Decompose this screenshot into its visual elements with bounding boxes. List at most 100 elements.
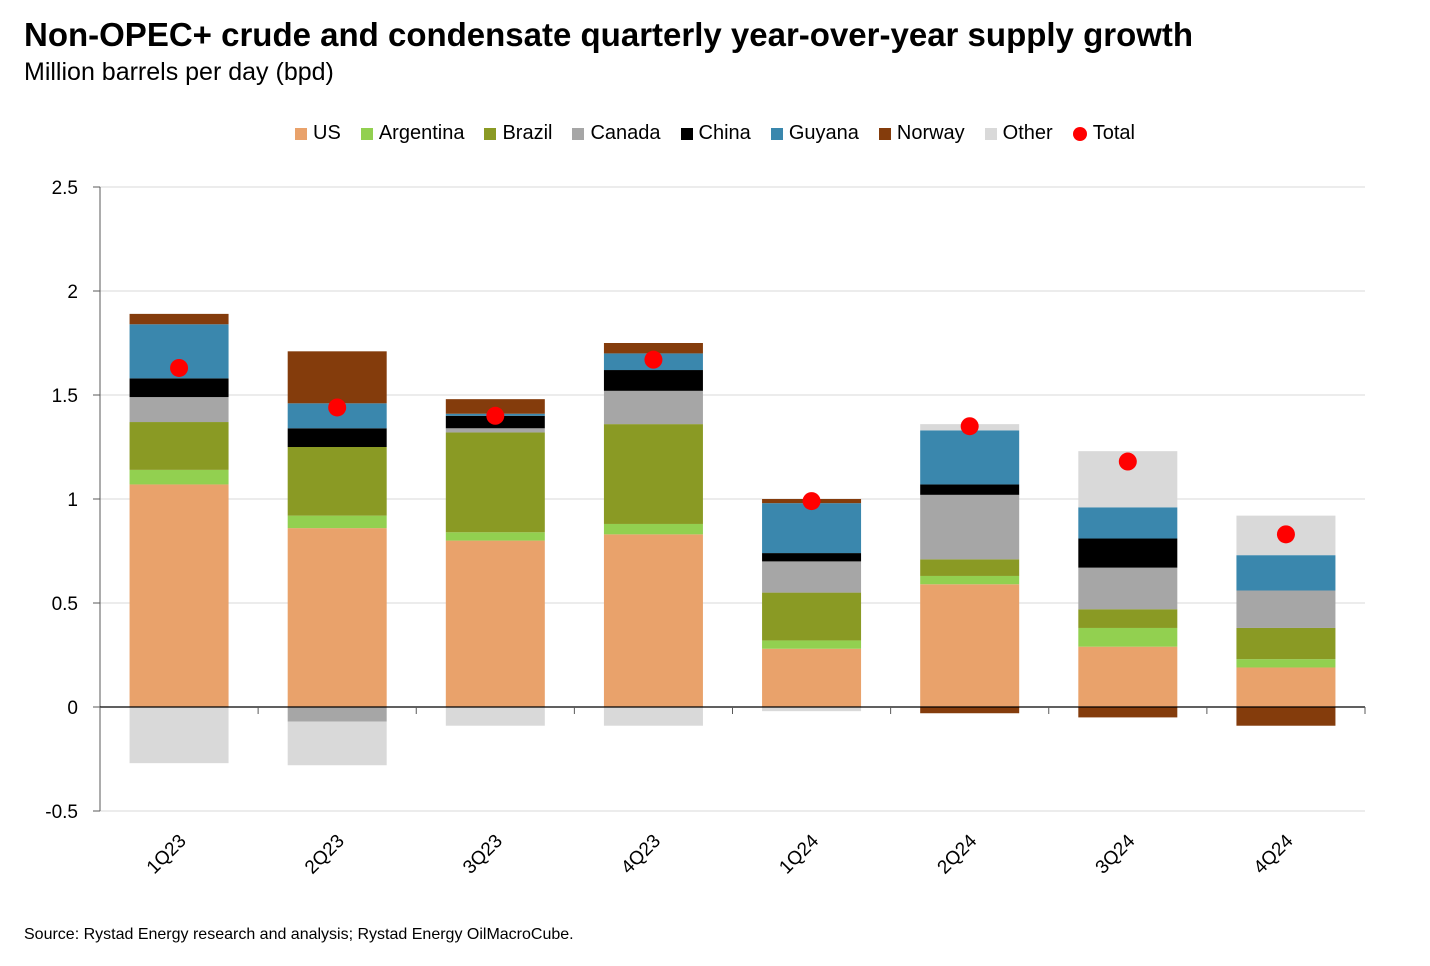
source-note: Source: Rystad Energy research and analy… (24, 926, 574, 943)
bar-canada-4q24 (1236, 590, 1336, 628)
bar-us-4q24 (1236, 667, 1336, 707)
y-tick-label: 1 (67, 490, 78, 511)
legend-swatch (1072, 126, 1087, 141)
legend-label: China (698, 122, 751, 144)
bar-china-3q24 (1078, 538, 1178, 568)
legend-label: Other (1002, 122, 1053, 144)
bar-us-3q23 (445, 540, 545, 707)
total-marker-3q23 (486, 406, 505, 425)
bar-guyana-4q24 (1236, 555, 1336, 591)
total-marker-1q24 (802, 492, 821, 511)
bar-brazil-3q24 (1078, 609, 1178, 628)
bar-canada-3q24 (1078, 567, 1178, 610)
total-marker-4q24 (1276, 525, 1295, 544)
y-tick-label: 0.5 (52, 594, 78, 615)
x-tick-label: 2Q24 (934, 830, 982, 878)
bar-us-2q24 (920, 584, 1020, 707)
y-tick-label: -0.5 (45, 802, 78, 823)
bar-other-1q24 (762, 707, 862, 712)
legend-label: US (313, 122, 341, 144)
bar-us-1q23 (129, 484, 229, 707)
bar-brazil-2q24 (920, 559, 1020, 576)
legend-swatch (295, 127, 308, 140)
legend-label: Canada (590, 122, 661, 144)
legend-swatch (484, 127, 497, 140)
bar-canada-1q24 (762, 561, 862, 593)
legend-item-guyana: Guyana (770, 122, 859, 145)
bar-norway-3q24 (1078, 707, 1178, 718)
bar-china-1q23 (129, 378, 229, 398)
bar-argentina-1q23 (129, 469, 229, 485)
y-tick-label: 2 (67, 282, 78, 303)
x-tick-label: 2Q23 (301, 831, 349, 879)
bar-brazil-1q24 (762, 592, 862, 641)
bar-argentina-2q23 (287, 515, 387, 529)
bar-other-2q23 (287, 721, 387, 766)
bar-us-4q23 (603, 534, 703, 707)
bar-canada-2q24 (920, 494, 1020, 560)
total-marker-3q24 (1118, 452, 1137, 471)
legend-label: Guyana (788, 122, 859, 144)
chart-title: Non-OPEC+ crude and condensate quarterly… (24, 16, 1194, 53)
total-markers (170, 350, 1295, 544)
bar-canada-2q23 (287, 707, 387, 722)
x-tick-label: 1Q23 (143, 831, 191, 879)
legend-item-norway: Norway (878, 122, 965, 145)
legend-label: Norway (896, 122, 965, 144)
bar-canada-4q23 (603, 390, 703, 425)
bar-argentina-1q24 (762, 640, 862, 649)
legend-swatch (770, 127, 783, 140)
legend-label: Total (1092, 122, 1135, 144)
x-tick-label: 4Q23 (617, 831, 665, 879)
bar-guyana-1q24 (762, 503, 862, 554)
bar-china-2q24 (920, 484, 1020, 495)
bar-argentina-2q24 (920, 575, 1020, 585)
bar-argentina-3q23 (445, 532, 545, 541)
legend-item-argentina: Argentina (360, 122, 465, 145)
bar-brazil-2q23 (287, 447, 387, 516)
legend-item-brazil: Brazil (484, 122, 552, 145)
bar-norway-2q23 (287, 351, 387, 404)
chart-subtitle: Million barrels per day (bpd) (24, 58, 334, 86)
legend-swatch (878, 127, 891, 140)
bar-brazil-3q23 (445, 432, 545, 533)
bar-guyana-2q24 (920, 430, 1020, 485)
legend-swatch (680, 127, 693, 140)
legend-item-total: Total (1072, 122, 1135, 145)
x-tick-label: 1Q24 (775, 830, 823, 878)
bar-norway-2q24 (920, 707, 1020, 714)
y-tick-label: 0 (67, 698, 78, 719)
legend-item-us: US (295, 122, 341, 145)
bar-other-3q23 (445, 707, 545, 726)
bar-canada-1q23 (129, 397, 229, 423)
y-tick-label: 2.5 (52, 178, 78, 199)
bar-norway-1q23 (129, 313, 229, 325)
legend-swatch (360, 127, 373, 140)
bar-china-4q23 (603, 370, 703, 391)
bar-us-3q24 (1078, 646, 1178, 707)
y-tick-label: 1.5 (52, 386, 78, 407)
bar-china-2q23 (287, 428, 387, 447)
bar-brazil-1q23 (129, 422, 229, 470)
bar-norway-3q23 (445, 399, 545, 414)
legend-item-other: Other (984, 122, 1053, 145)
total-marker-2q24 (960, 417, 979, 436)
bar-brazil-4q23 (603, 424, 703, 524)
x-tick-label: 3Q24 (1092, 830, 1140, 878)
bar-guyana-3q24 (1078, 507, 1178, 539)
legend-label: Argentina (378, 122, 465, 144)
total-marker-4q23 (644, 350, 663, 369)
bar-argentina-4q23 (603, 523, 703, 535)
bar-us-1q24 (762, 648, 862, 707)
bar-us-2q23 (287, 528, 387, 707)
axes (93, 186, 1366, 812)
total-marker-1q23 (170, 358, 189, 377)
bar-other-4q23 (603, 707, 703, 726)
bars (129, 313, 1336, 766)
bar-norway-4q23 (603, 343, 703, 354)
legend-item-canada: Canada (572, 122, 661, 145)
x-tick-label: 4Q24 (1250, 830, 1298, 878)
bar-argentina-4q24 (1236, 659, 1336, 668)
bar-china-1q24 (762, 553, 862, 562)
